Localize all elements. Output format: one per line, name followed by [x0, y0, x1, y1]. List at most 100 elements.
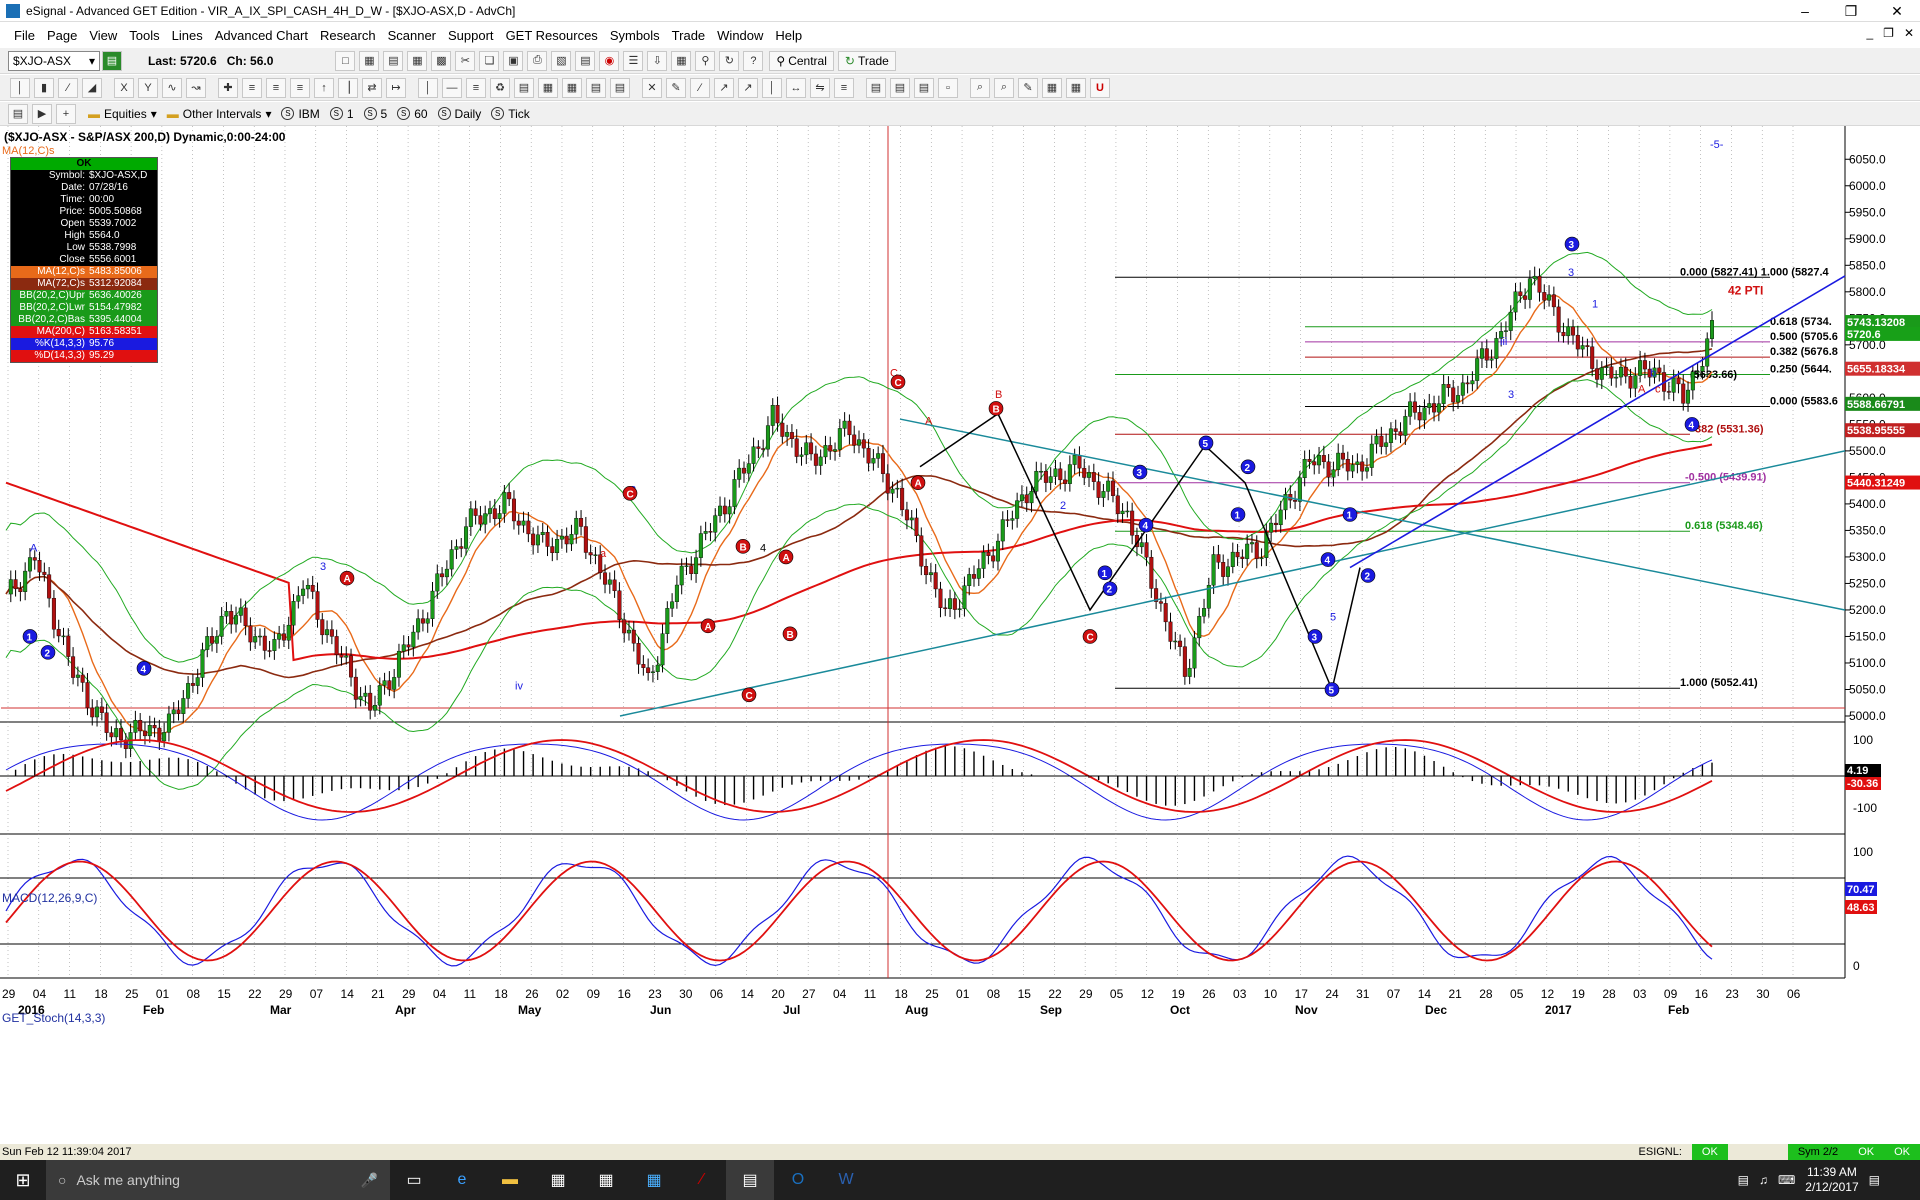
lock-icon[interactable]: ⚲ [695, 50, 716, 71]
copy-icon[interactable]: ❏ [479, 50, 500, 71]
print-preview-icon[interactable]: ▧ [551, 50, 572, 71]
interval-tick[interactable]: S Tick [491, 107, 530, 121]
add-icon[interactable]: + [56, 103, 76, 124]
menu-get-resources[interactable]: GET Resources [505, 27, 598, 43]
link-icon[interactable]: ▤ [102, 50, 122, 71]
paste-icon[interactable]: ▣ [503, 50, 524, 71]
cursor-link-icon[interactable]: ↝ [186, 77, 206, 98]
marker-icon[interactable]: ✎ [1018, 77, 1038, 98]
menu-page[interactable]: Page [46, 27, 78, 43]
pencil-icon[interactable]: ✎ [666, 77, 686, 98]
cursor-icon[interactable]: ▶ [32, 103, 52, 124]
menu-support[interactable]: Support [448, 27, 494, 43]
chart-icon[interactable]: ▦ [359, 50, 380, 71]
arrow-icon[interactable]: ↗ [738, 77, 758, 98]
print-icon[interactable]: ⎙ [527, 50, 548, 71]
close-button[interactable]: ✕ [1891, 2, 1903, 19]
quote-window-icon[interactable]: ▤ [383, 50, 404, 71]
volume-icon[interactable]: ♫ [1758, 1173, 1768, 1187]
extension-icon[interactable]: ▤ [890, 77, 910, 98]
central-button[interactable]: ⚲ Central [769, 50, 834, 71]
print-chart-icon[interactable]: ▦ [1042, 77, 1062, 98]
pointer-x-icon[interactable]: ✕ [642, 77, 662, 98]
line-chart-icon[interactable]: ∕ [58, 77, 78, 98]
menu-window[interactable]: Window [717, 27, 764, 43]
retrace-icon[interactable]: ▤ [866, 77, 886, 98]
other-intervals-dropdown[interactable]: ▬ Other Intervals ▾ [167, 107, 272, 121]
help-icon[interactable]: ? [743, 50, 764, 71]
segment-icon[interactable]: ↔ [786, 77, 806, 98]
area-chart-icon[interactable]: ◢ [82, 77, 102, 98]
ellipse-icon[interactable]: │ [418, 77, 438, 98]
ray-icon[interactable]: ↗ [714, 77, 734, 98]
time-icon[interactable]: ↦ [386, 77, 406, 98]
menu-file[interactable]: File [14, 27, 35, 43]
layers-icon[interactable]: ▫ [938, 77, 958, 98]
formula-icon[interactable]: ☰ [623, 50, 644, 71]
wave-icon[interactable]: ∿ [162, 77, 182, 98]
menu-advanced-chart[interactable]: Advanced Chart [214, 27, 308, 43]
period-icon[interactable]: ⎥ [338, 77, 358, 98]
fib-icon[interactable]: ▤ [914, 77, 934, 98]
news-icon[interactable]: ▩ [431, 50, 452, 71]
pitchfork-icon[interactable]: ⇋ [810, 77, 830, 98]
fib-extension-icon[interactable]: ≡ [266, 77, 286, 98]
channel-icon[interactable]: ≡ [466, 77, 486, 98]
menu-tools[interactable]: Tools [129, 27, 160, 43]
settings-icon[interactable]: ▦ [1066, 77, 1086, 98]
menu-scanner[interactable]: Scanner [387, 27, 437, 43]
app-icon[interactable]: ▦ [598, 1172, 614, 1189]
interval-ibm[interactable]: S IBM [281, 107, 320, 121]
chart-settings-icon[interactable]: ▦ [671, 50, 692, 71]
price-chart[interactable]: 0.000 (5827.41) 1.000 (5827.4 0.618 (5734… [0, 126, 1920, 1144]
point-figure-icon[interactable]: X [114, 77, 134, 98]
menu-help[interactable]: Help [775, 27, 803, 43]
download-icon[interactable]: ⇩ [647, 50, 668, 71]
sell-icon[interactable]: ▤ [586, 77, 606, 98]
gann-icon[interactable]: ⇄ [362, 77, 382, 98]
menu-research[interactable]: Research [319, 27, 376, 43]
buy-icon[interactable]: ▤ [610, 77, 630, 98]
edge-icon[interactable]: e [457, 1171, 467, 1188]
notifications-icon[interactable]: ▤ [1868, 1173, 1880, 1187]
interval-daily[interactable]: S Daily [437, 107, 481, 121]
word-icon[interactable]: W [838, 1171, 854, 1188]
clock[interactable]: 11:39 AM 2/12/2017 [1805, 1165, 1858, 1195]
vertical-line-icon[interactable]: │ [762, 77, 782, 98]
outlook-icon[interactable]: O [791, 1171, 805, 1188]
undo-icon[interactable]: U [1090, 77, 1110, 98]
chart-app-icon[interactable]: ∕ [700, 1171, 704, 1188]
trade-button[interactable]: ↻ Trade [837, 50, 896, 71]
file-explorer-icon[interactable]: ▬ [502, 1171, 518, 1188]
andrews-icon[interactable]: ≡ [834, 77, 854, 98]
keyboard-icon[interactable]: ⌨ [1777, 1173, 1796, 1187]
horizontal-line-icon[interactable]: — [442, 77, 462, 98]
crosshair-icon[interactable]: ✚ [218, 77, 238, 98]
link-chart-icon[interactable]: ▤ [8, 103, 28, 124]
fib-time-icon[interactable]: ≡ [290, 77, 310, 98]
interval-60[interactable]: S 60 [397, 107, 428, 121]
reset-icon[interactable]: ♻ [490, 77, 510, 98]
menu-view[interactable]: View [89, 27, 118, 43]
maximize-button[interactable]: ❐ [1844, 2, 1858, 19]
minimize-button[interactable]: – [1801, 3, 1809, 19]
network-icon[interactable]: ▤ [1737, 1173, 1749, 1187]
template-icon[interactable]: ▦ [562, 77, 582, 98]
windows-start-icon[interactable]: ⊞ [15, 1169, 31, 1190]
mdi-close-button[interactable]: ✕ [1903, 26, 1914, 40]
chart-area[interactable]: 0.000 (5827.41) 1.000 (5827.4 0.618 (5734… [0, 126, 1920, 1144]
scanner-icon[interactable]: ▤ [575, 50, 596, 71]
search-box[interactable]: ○ Ask me anything 🎤 [46, 1160, 390, 1200]
refresh-icon[interactable]: ↻ [719, 50, 740, 71]
alerts-icon[interactable]: ◉ [599, 50, 620, 71]
equities-dropdown[interactable]: ▬ Equities ▾ [88, 107, 157, 121]
menu-lines[interactable]: Lines [171, 27, 203, 43]
grid-icon[interactable]: ▦ [538, 77, 558, 98]
mdi-minimize-button[interactable]: _ [1866, 26, 1874, 40]
task-view-icon[interactable]: ▭ [406, 1172, 422, 1189]
pivot-icon[interactable]: Y [138, 77, 158, 98]
store-icon[interactable]: ▦ [550, 1172, 566, 1189]
bar-chart-icon[interactable]: │ [10, 77, 30, 98]
menu-symbols[interactable]: Symbols [609, 27, 660, 43]
